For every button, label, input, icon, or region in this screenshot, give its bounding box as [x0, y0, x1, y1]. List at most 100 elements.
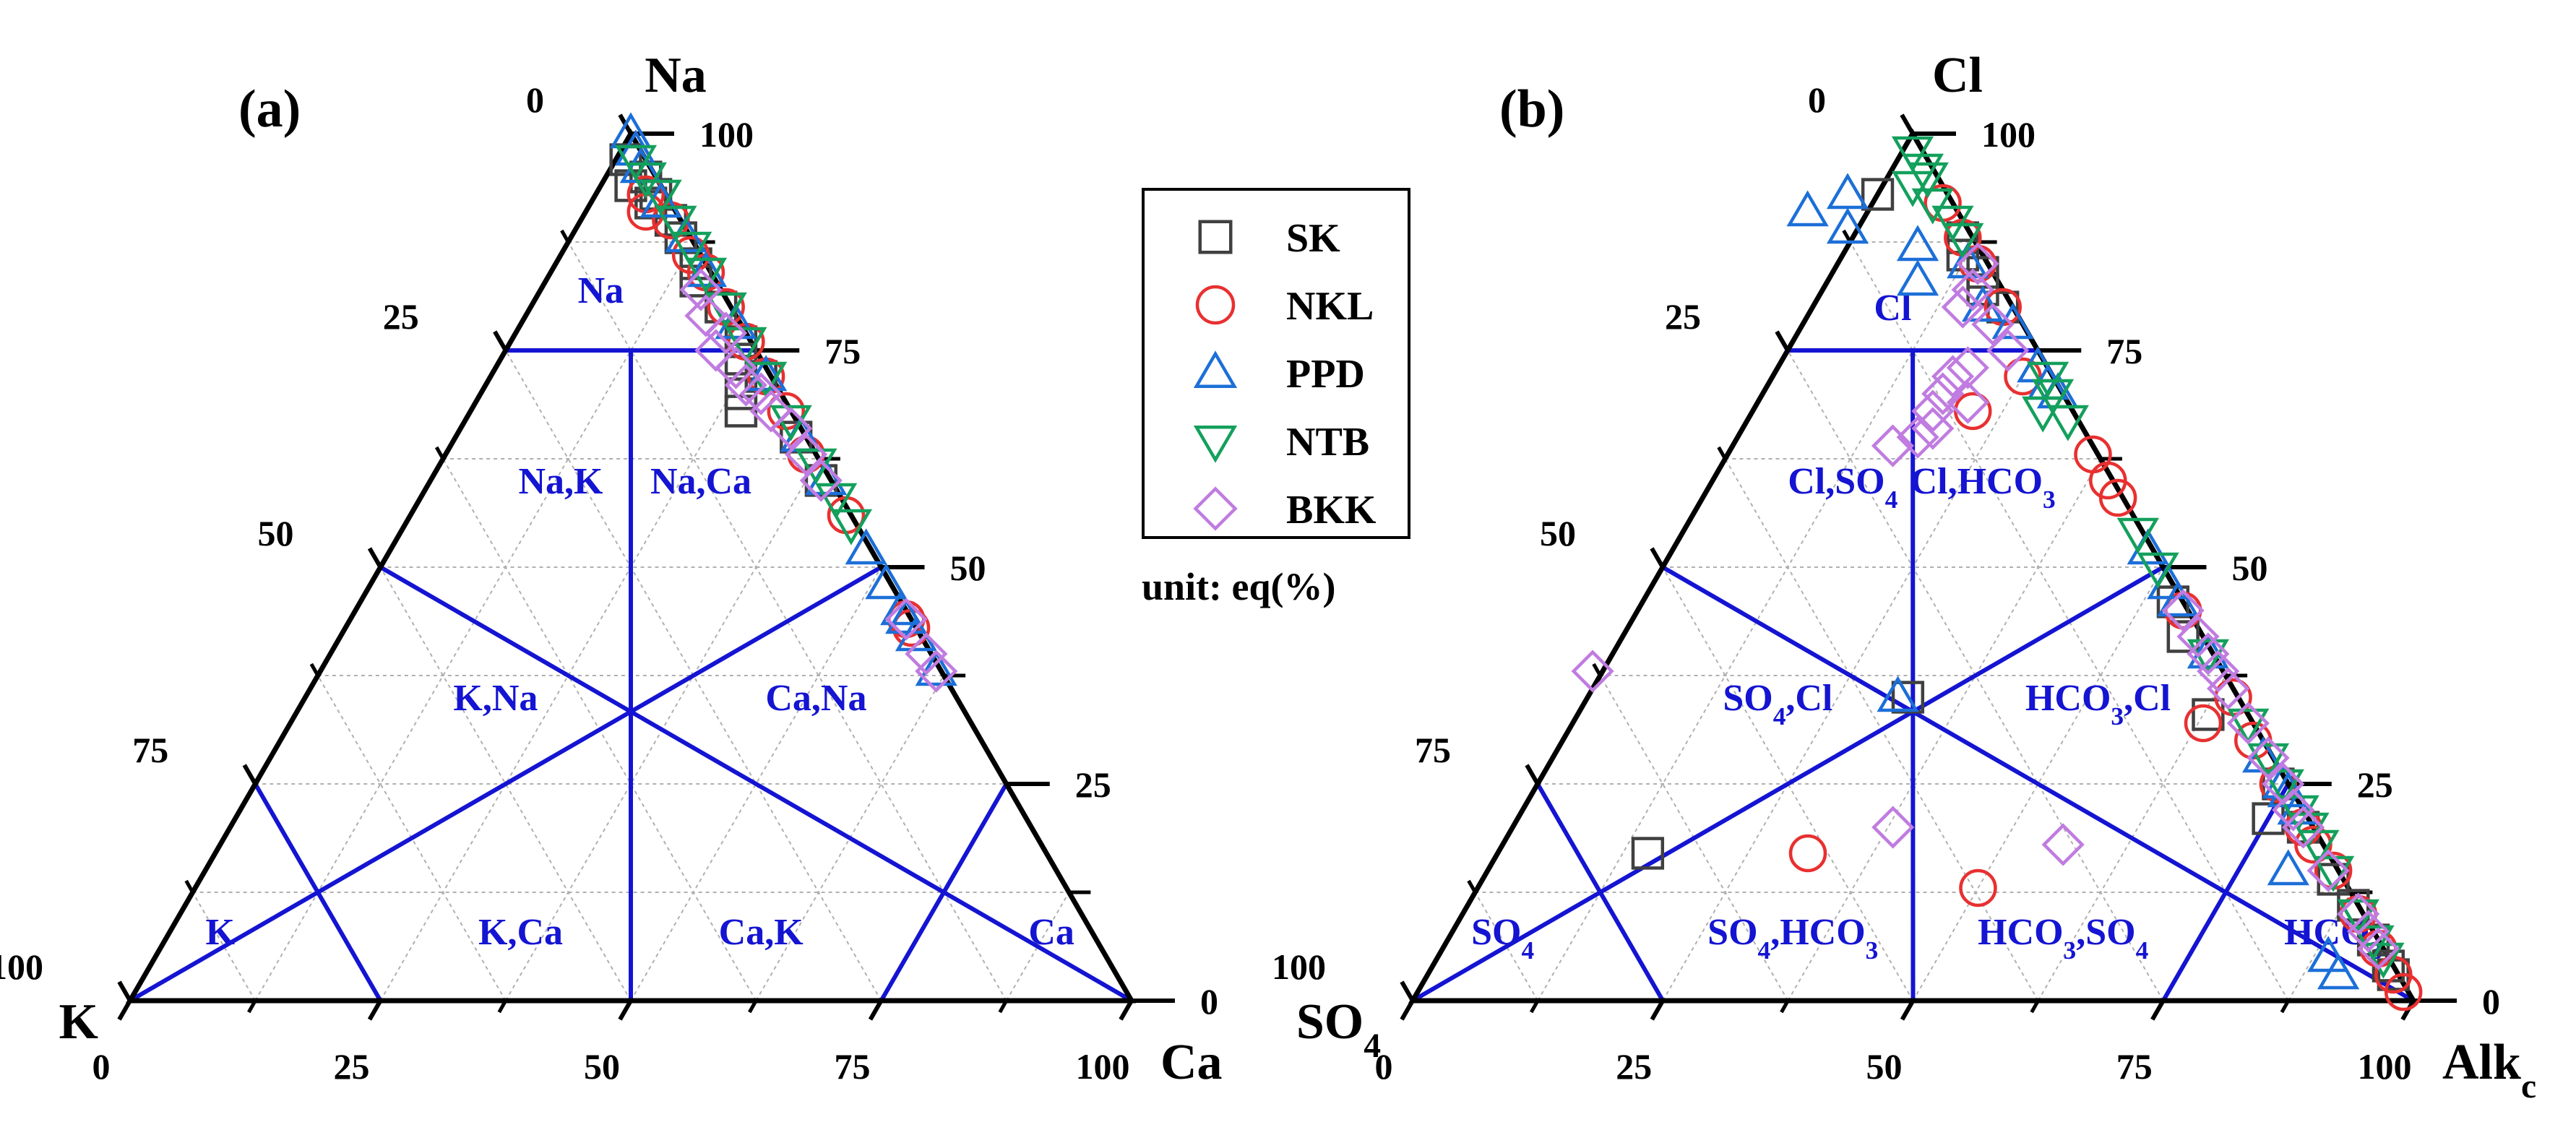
data-point-ppd [1896, 259, 1939, 296]
grid-line [567, 241, 1007, 1001]
data-point-bkk [2272, 788, 2315, 832]
grid-line [1849, 241, 2289, 1001]
data-point-bkk [679, 268, 723, 311]
data-point-ppd [885, 598, 928, 634]
data-point-bkk [1956, 242, 1999, 285]
right-tick-label: 25 [2357, 764, 2393, 805]
region-label: K,Na [453, 678, 538, 719]
data-point-bkk [714, 346, 758, 389]
legend-marker-sk [1198, 220, 1233, 254]
bottom-tick [367, 999, 383, 1021]
data-point-bkk [2226, 702, 2270, 745]
data-point-bkk [1571, 650, 1614, 693]
apex-label-top: Cl [1932, 48, 1983, 103]
data-point-sk [1631, 837, 1665, 870]
apex-label-right: Ca [1160, 1035, 1223, 1090]
right-tick-label: 0 [1200, 981, 1218, 1022]
bottom-minor-tick [1529, 999, 1540, 1014]
region-boundaries [1411, 348, 2415, 1003]
data-point-bkk [1896, 415, 1939, 459]
bottom-tick-label: 50 [1866, 1046, 1903, 1087]
bottom-tick-label: 75 [2116, 1046, 2153, 1087]
data-point-ppd [865, 563, 908, 600]
ticks: 0 100 0 25 75 25 50 50 50 75 25 75 100 0 100 [0, 79, 1218, 1087]
left-minor-tick [1717, 446, 1727, 460]
data-point-bkk [799, 459, 843, 502]
data-point-bkk [1951, 268, 1994, 311]
region-boundary-line [1535, 782, 1665, 1002]
region-label: Cl,SO4 [1788, 461, 1897, 514]
left-minor-tick [184, 879, 194, 894]
data-point-ppd [845, 528, 887, 565]
series-bkk [679, 268, 958, 693]
left-tick-label: 50 [258, 513, 294, 553]
legend-marker-nkl [1195, 285, 1236, 325]
data-point-bkk [1931, 355, 1975, 398]
right-tick-label: 100 [699, 114, 754, 155]
data-point-ntb [624, 162, 667, 199]
left-minor-tick [1592, 663, 1602, 677]
legend-label-nkl: NKL [1286, 284, 1374, 329]
data-point-bkk [1971, 303, 2015, 346]
bottom-tick-label: 25 [1616, 1046, 1652, 1087]
right-tick-label: 50 [950, 548, 986, 588]
data-point-ntb [2116, 517, 2159, 554]
data-point-ntb [655, 205, 697, 242]
legend-marker-ppd [1193, 350, 1238, 388]
data-point-bkk [1986, 329, 2030, 372]
data-point-sk [1861, 178, 1895, 211]
region-label: HCO3,Cl [2025, 678, 2171, 730]
data-point-bkk [784, 433, 828, 476]
apex-labels: Cl SO4 Alkc [1296, 48, 2536, 1105]
left-tick-label: 50 [1540, 513, 1576, 553]
left-minor-tick [560, 229, 570, 243]
left-tick-label: 100 [0, 946, 43, 987]
data-point-sk [724, 394, 758, 428]
region-boundary-line [379, 565, 1133, 1003]
legend-marker-bkk [1193, 486, 1238, 531]
legend-label-sk: SK [1286, 216, 1340, 261]
data-point-ntb [770, 405, 812, 441]
left-tick [493, 330, 508, 352]
data-point-bkk [1911, 389, 1955, 433]
region-boundary-line [879, 782, 1009, 1002]
region-boundary-line [1661, 565, 2415, 1003]
data-point-bkk [1871, 806, 1915, 849]
data-point-ppd [1826, 207, 1869, 244]
data-point-nkl [2184, 704, 2223, 743]
bottom-tick [1119, 999, 1134, 1021]
grid-line [1474, 892, 1538, 1001]
data-point-bkk [915, 650, 958, 693]
data-point-bkk [2281, 806, 2325, 849]
data-point-bkk [2197, 650, 2240, 693]
region-boundary-line [253, 782, 383, 1002]
data-point-bkk [705, 311, 748, 355]
data-point-bkk [739, 372, 783, 415]
data-point-bkk [684, 294, 728, 337]
ticks: 0 100 0 25 75 25 50 50 50 75 25 75 100 0 100 [1272, 79, 2500, 1087]
data-point-ntb [2362, 942, 2405, 979]
data-point-nkl [2004, 357, 2042, 396]
data-point-bkk [905, 632, 948, 676]
data-point-ppd [2157, 580, 2200, 617]
region-boundary-line [1411, 565, 2165, 1003]
unit-label: unit: eq(%) [1142, 565, 1336, 608]
legend-label-bkk: BKK [1286, 488, 1377, 532]
data-point-ppd [684, 251, 728, 288]
panel-label: (b) [1499, 79, 1564, 139]
region-label: Na [578, 270, 624, 311]
data-point-ntb [830, 509, 873, 545]
left-tick [1650, 547, 1665, 569]
left-minor-tick [434, 446, 445, 460]
data-point-bkk [1941, 285, 1984, 329]
left-tick [1525, 764, 1540, 785]
legend-marker-ntb [1193, 426, 1238, 463]
data-point-ntb [1906, 162, 1949, 199]
right-tick-label: 25 [1075, 764, 1111, 805]
data-point-ppd [744, 355, 788, 392]
bottom-tick [618, 999, 633, 1021]
data-point-ppd [1786, 190, 1829, 227]
region-labels: Na Na,K Na,Ca K,Na Ca,Na K K,Ca Ca,K Ca [206, 270, 1074, 953]
